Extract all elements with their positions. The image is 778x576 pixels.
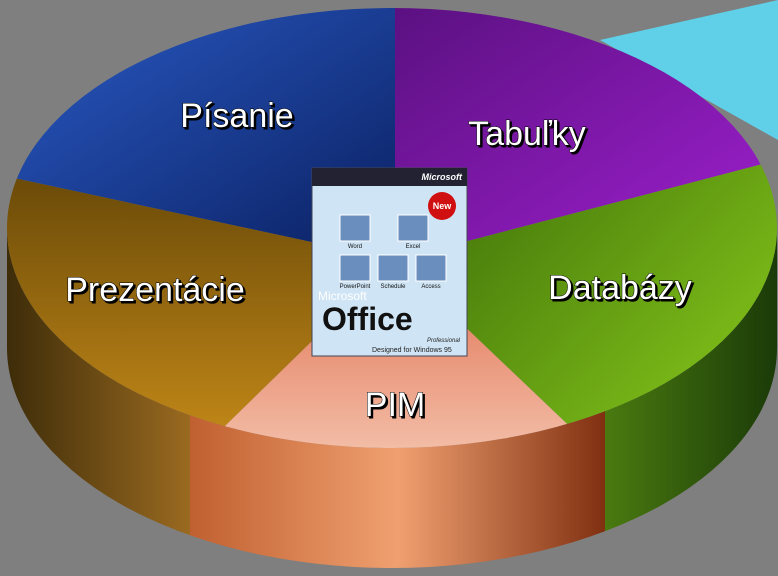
icon — [378, 255, 408, 281]
box-name: Office — [322, 301, 413, 337]
icon — [398, 215, 428, 241]
slice-label: Prezentácie — [65, 271, 245, 309]
slice-label: Databázy — [548, 269, 692, 307]
slice-label: Písanie — [180, 97, 293, 135]
box-footer: Designed for Windows 95 — [372, 347, 452, 354]
box-brand: Microsoft — [422, 172, 464, 182]
slice-label: PIM — [365, 386, 425, 424]
icon-label: Excel — [406, 244, 421, 250]
icon — [340, 215, 370, 241]
badge-text: New — [433, 201, 453, 211]
slide: Písanie Tabuľky Databázy PIM Prezentácie… — [0, 0, 778, 576]
box-edition: Professional — [427, 338, 461, 344]
icon-label: Access — [421, 284, 440, 290]
page: Písanie Tabuľky Databázy PIM Prezentácie… — [0, 0, 778, 576]
icon-label: Schedule — [380, 284, 406, 290]
icon-label: Word — [348, 244, 362, 250]
icon — [416, 255, 446, 281]
icon — [340, 255, 370, 281]
slice-label: Tabuľky — [468, 115, 586, 153]
